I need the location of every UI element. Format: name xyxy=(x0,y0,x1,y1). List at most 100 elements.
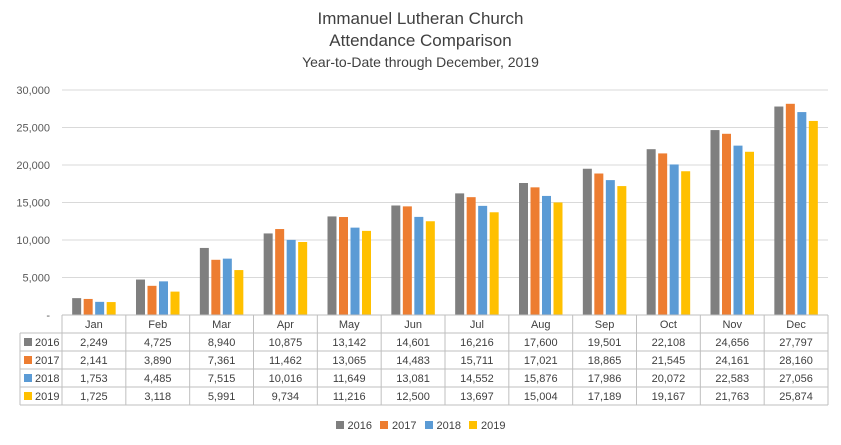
table-cell: 14,601 xyxy=(396,337,430,349)
bar-2019 xyxy=(170,291,180,315)
bar-2019 xyxy=(362,230,371,315)
x-tick-label: Nov xyxy=(722,319,742,331)
table-cell: 11,649 xyxy=(333,373,366,385)
bar-2019 xyxy=(298,241,308,315)
bar-2018 xyxy=(478,205,488,315)
y-tick-label: 10,000 xyxy=(16,235,50,247)
bar-2018 xyxy=(414,216,424,315)
bar-2018 xyxy=(669,164,679,315)
table-cell: 11,216 xyxy=(333,391,366,403)
table-legend-key xyxy=(24,374,32,382)
legend-label: 2019 xyxy=(480,420,506,432)
table-cell: 7,361 xyxy=(208,355,236,367)
bar-2017 xyxy=(339,217,348,315)
table-cell: 16,216 xyxy=(460,337,494,349)
table-cell: 22,108 xyxy=(652,337,686,349)
legend-swatch xyxy=(335,421,344,429)
table-cell: 2,141 xyxy=(80,355,108,367)
bar-2017 xyxy=(147,285,157,315)
bar-2019 xyxy=(745,151,754,315)
table-cell: 24,161 xyxy=(715,355,749,367)
bar-2017 xyxy=(466,197,476,315)
bar-2016 xyxy=(391,205,401,315)
bar-2016 xyxy=(72,298,82,315)
legend-item: 2018 xyxy=(424,420,461,432)
table-legend-key xyxy=(24,338,32,346)
bar-2016 xyxy=(646,149,656,315)
table-cell: 11,462 xyxy=(269,355,302,367)
bar-2016 xyxy=(774,106,784,316)
y-tick-label: 5,000 xyxy=(22,273,50,285)
table-cell: 13,065 xyxy=(332,355,366,367)
legend-swatch xyxy=(380,421,389,429)
bar-2018 xyxy=(222,258,232,315)
table-cell: 17,189 xyxy=(588,391,622,403)
table-cell: 20,072 xyxy=(652,373,686,385)
table-cell: 1,725 xyxy=(80,391,108,403)
x-tick-label: Feb xyxy=(148,319,167,331)
bar-2018 xyxy=(159,281,168,315)
bar-2019 xyxy=(681,171,691,315)
table-cell: 27,797 xyxy=(779,337,813,349)
table-cell: 21,763 xyxy=(715,391,749,403)
bar-2016 xyxy=(263,233,273,315)
table-cell: 4,485 xyxy=(144,373,172,385)
x-tick-label: Sep xyxy=(595,319,615,331)
table-cell: 5,991 xyxy=(208,391,236,403)
table-cell: 2,249 xyxy=(80,337,108,349)
table-cell: 10,875 xyxy=(269,337,303,349)
table-cell: 15,004 xyxy=(524,391,558,403)
table-cell: 13,697 xyxy=(460,391,494,403)
table-cell: 28,160 xyxy=(779,355,813,367)
table-cell: 3,890 xyxy=(144,355,172,367)
bar-2017 xyxy=(785,103,795,315)
table-cell: 3,118 xyxy=(144,391,171,403)
bar-2018 xyxy=(605,180,615,315)
bar-2019 xyxy=(617,186,627,315)
chart-subtitle: Attendance Comparison xyxy=(329,31,512,50)
table-legend-key xyxy=(24,392,32,400)
y-tick-label: 20,000 xyxy=(16,160,50,172)
table-cell: 8,940 xyxy=(208,337,236,349)
y-tick-label: 30,000 xyxy=(16,85,50,97)
table-cell: 17,021 xyxy=(524,355,558,367)
table-cell: 14,552 xyxy=(460,373,494,385)
bar-2019 xyxy=(425,221,435,315)
bar-2019 xyxy=(553,202,563,315)
table-cell: 10,016 xyxy=(269,373,303,385)
table-cell: 17,986 xyxy=(588,373,622,385)
legend-item: 2017 xyxy=(380,420,417,432)
x-tick-label: Apr xyxy=(277,319,294,331)
legend-swatch xyxy=(468,421,477,429)
x-tick-label: May xyxy=(339,319,360,331)
bar-2017 xyxy=(83,298,93,315)
table-cell: 7,515 xyxy=(208,373,236,385)
table-cell: 17,600 xyxy=(524,337,558,349)
bar-2016 xyxy=(199,247,209,315)
bar-2019 xyxy=(234,270,244,315)
table-cell: 27,056 xyxy=(779,373,813,385)
table-cell: 9,734 xyxy=(272,391,300,403)
x-tick-label: Jul xyxy=(470,319,484,331)
chart-subtitle-period: Year-to-Date through December, 2019 xyxy=(302,54,539,70)
bar-2016 xyxy=(327,216,337,315)
x-tick-label: Oct xyxy=(660,319,677,331)
table-cell: 12,500 xyxy=(396,391,430,403)
x-tick-label: Dec xyxy=(786,319,806,331)
table-legend-key xyxy=(24,356,32,364)
chart-titles: Immanuel Lutheran Church Attendance Comp… xyxy=(0,8,841,72)
bar-2018 xyxy=(797,112,807,315)
bar-2017 xyxy=(594,173,604,315)
bar-2017 xyxy=(275,229,285,315)
table-row-label: 2017 xyxy=(35,355,59,367)
bar-2018 xyxy=(95,301,105,315)
table-row-label: 2016 xyxy=(35,337,59,349)
table-cell: 1,753 xyxy=(80,373,108,385)
bar-2017 xyxy=(402,206,412,315)
y-tick-label: 25,000 xyxy=(16,123,50,135)
table-cell: 18,865 xyxy=(588,355,622,367)
bar-2016 xyxy=(455,193,465,315)
table-cell: 19,501 xyxy=(588,337,622,349)
bar-2019 xyxy=(808,120,818,315)
